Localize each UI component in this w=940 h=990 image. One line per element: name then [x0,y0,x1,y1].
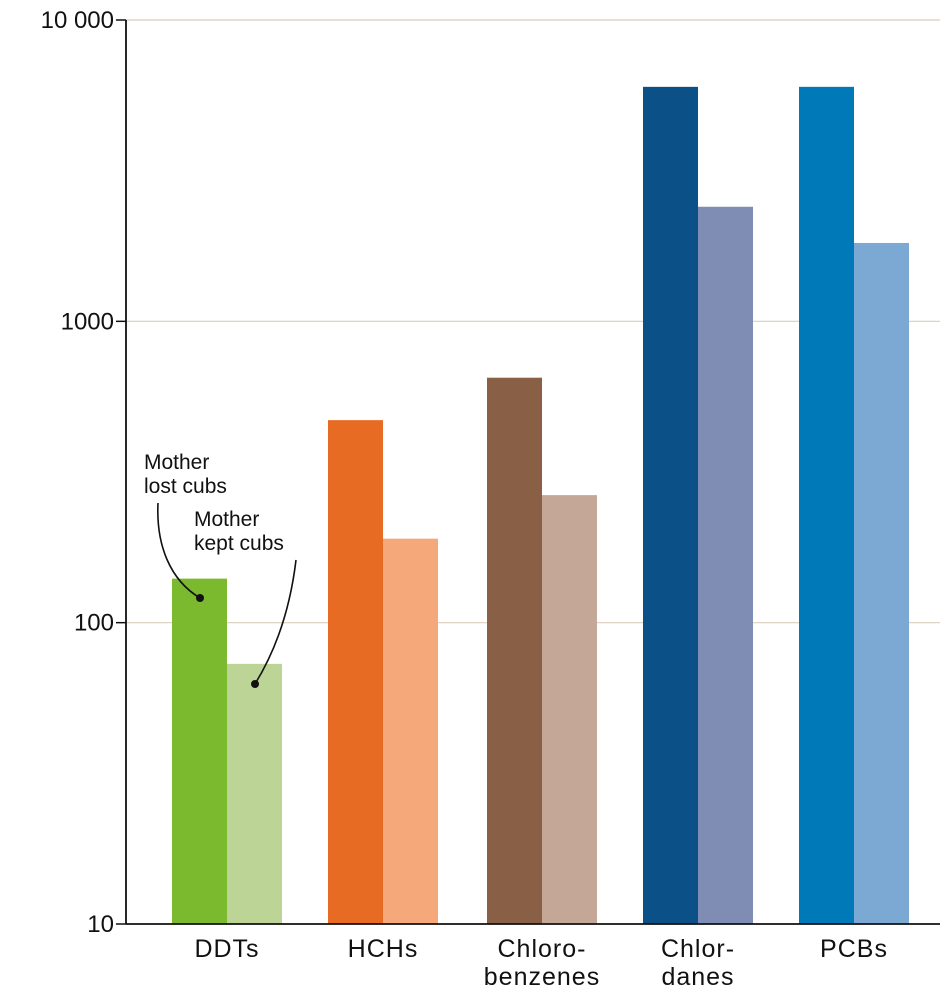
axes: 10 100 1000 10 000 DDTs HCHs Chloro-benzenes Ch… [41,7,940,990]
annotation-label: Mother kept cubs [194,508,284,555]
annotation-dot [196,594,204,602]
x-tick-label: HCHs [348,935,419,963]
y-tick-label: 10 [87,911,114,938]
y-tick-label: 1000 [61,308,114,335]
y-tick-label: 100 [74,610,114,637]
annotation-dot [251,680,259,688]
bar [799,86,854,925]
bar [227,663,282,924]
x-tick-label: DDTs [194,935,259,963]
bar [698,206,753,925]
bar [854,242,909,924]
y-tick-label: 10 000 [41,7,114,34]
annotation-label: Mother lost cubs [144,451,227,498]
bar [542,495,597,924]
bar [383,538,438,924]
bar [172,578,227,924]
x-tick-label: Chloro-benzenes [484,935,600,990]
x-tick-label: Chlor-danes [661,935,735,990]
x-tick-label: PCBs [820,935,888,963]
annotations: Mother lost cubs Mother kept cubs [144,451,297,688]
annotation-leader-line [157,502,201,599]
bar [328,420,383,924]
annotation-leader-line [254,559,297,685]
bar [487,377,542,925]
bars [172,86,909,925]
bar [643,86,698,925]
